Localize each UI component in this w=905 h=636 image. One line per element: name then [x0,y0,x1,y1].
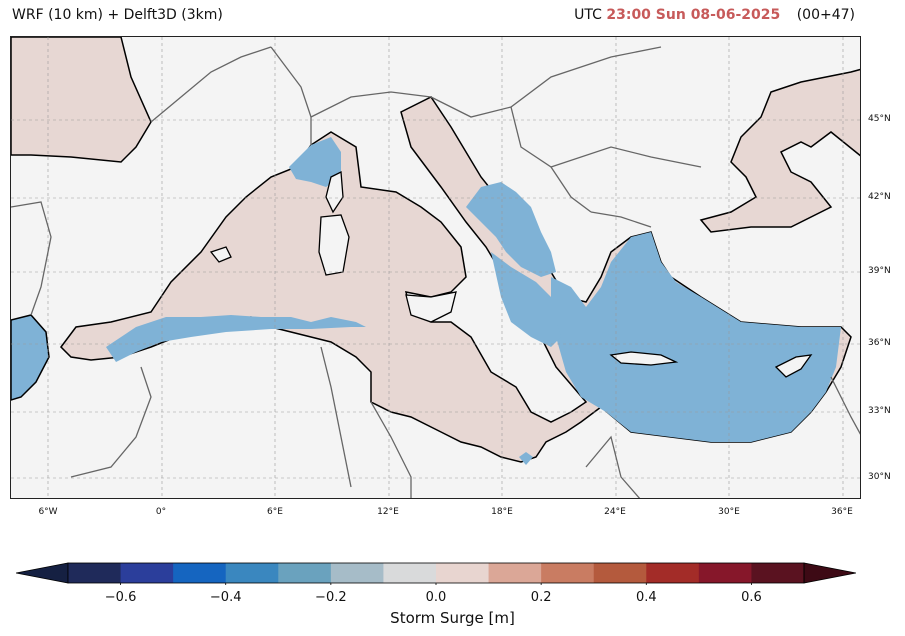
colorbar-bin [436,563,490,583]
colorbar-label: Storm Surge [m] [390,609,515,627]
atlantic-biscay [11,37,152,163]
lon-tick: 6°E [267,507,283,517]
lat-tick: 39°N [868,266,891,276]
ionian-negative [491,252,561,347]
lon-tick: 12°E [377,507,399,517]
black-sea [699,68,860,233]
colorbar-bin [698,563,752,583]
sicily [405,291,457,323]
lon-tick: 24°E [604,507,626,517]
gridlines [11,37,860,498]
colorbar-tick: 0.2 [530,590,552,605]
alboran-negative [106,315,366,362]
colorbar-bin [751,563,805,583]
sidra-patch-negative [519,452,533,465]
colorbar-bin [68,563,122,583]
sardinia [318,214,350,276]
ligurian-negative [289,137,341,187]
map-canvas [11,37,860,498]
model-title: WRF (10 km) + Delft3D (3km) [12,7,223,23]
cyprus [774,354,813,378]
aegean-levantine-negative [551,232,841,442]
colorbar-bin [488,563,542,583]
corsica [325,170,344,214]
mallorca [209,246,232,263]
colorbar-bin [225,563,279,583]
lon-tick: 36°E [831,507,853,517]
colorbar-bin [120,563,174,583]
lat-tick: 42°N [868,192,891,202]
lat-tick: 33°N [868,406,891,416]
colorbar-tick: −0.4 [209,590,242,605]
colorbar-tick: −0.2 [315,590,347,605]
colorbar-tick: 0.4 [635,590,657,605]
colorbar-bin [278,563,332,583]
valid-time-header: UTC 23:00 Sun 08-06-2025 (00+47) [574,7,855,23]
colorbar-svg [15,562,857,587]
lat-tick: 45°N [868,114,891,124]
colorbar-bin [330,563,384,583]
colorbar-bin [646,563,700,583]
colorbar-tick: 0.6 [741,590,762,605]
lon-tick: 0° [155,507,167,517]
map-panel[interactable] [10,36,861,499]
lon-tick: 30°E [718,507,740,517]
lat-tick: 30°N [868,472,891,482]
colorbar-under-triangle [15,562,69,584]
colorbar [15,561,857,589]
lon-tick: 18°E [491,507,513,517]
atlantic-gibraltar [11,314,50,401]
lat-tick: 36°N [868,338,891,348]
colorbar-bin [383,563,437,583]
utc-prefix: UTC [574,7,602,23]
lead-time: (00+47) [796,7,855,23]
colorbar-tick: −0.6 [104,590,137,605]
adriatic-negative [466,182,556,277]
colorbar-bin [541,563,595,583]
country-borders [11,46,860,498]
colorbar-bin [173,563,227,583]
valid-time: 23:00 Sun 08-06-2025 [606,7,781,23]
colorbar-over-triangle [803,562,857,584]
lon-tick: 6°W [38,507,58,517]
colorbar-bin [593,563,647,583]
crete [609,351,679,366]
colorbar-tick: 0.0 [425,590,447,605]
